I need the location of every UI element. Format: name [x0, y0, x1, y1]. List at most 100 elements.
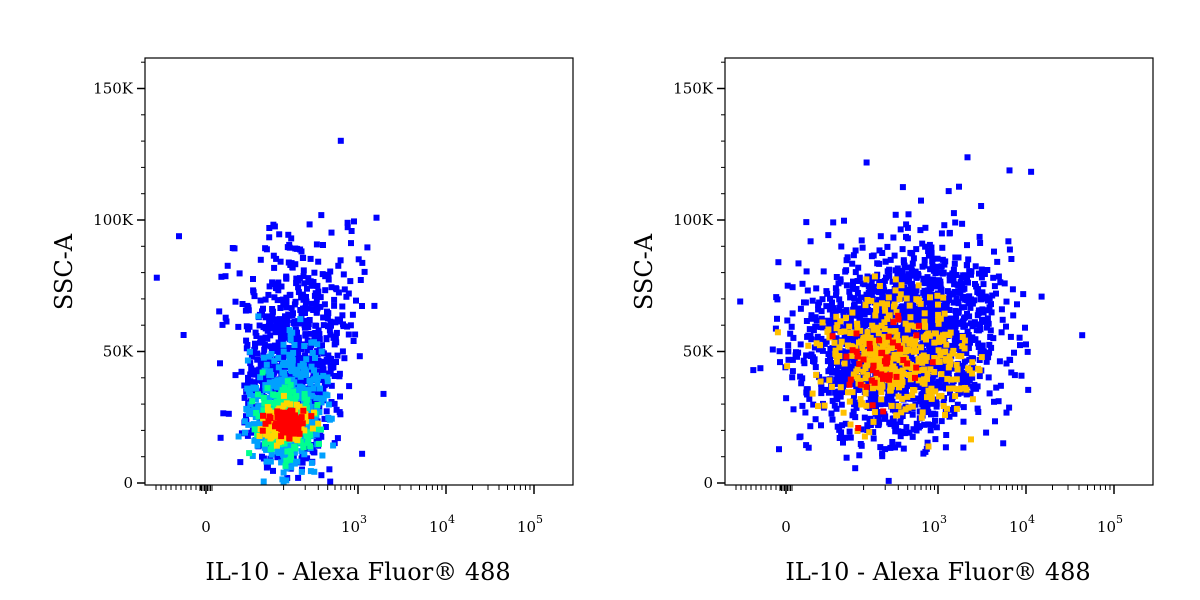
event-point [983, 358, 990, 365]
event-point [277, 334, 284, 341]
event-point [907, 395, 914, 402]
event-point [302, 299, 309, 306]
event-point [863, 276, 870, 283]
event-point [344, 224, 351, 231]
event-point [920, 405, 927, 412]
event-point [870, 435, 877, 442]
event-point [929, 258, 936, 265]
event-point [308, 363, 315, 370]
event-point [287, 291, 294, 298]
event-point [842, 268, 849, 275]
event-point [951, 410, 958, 417]
x-tick-exponent: 3 [940, 513, 947, 526]
event-point [932, 436, 939, 443]
event-point [877, 401, 884, 408]
event-point [932, 417, 938, 424]
event-point [299, 254, 306, 261]
event-point [295, 357, 302, 364]
event-point [935, 311, 942, 318]
event-point [835, 388, 842, 395]
event-point [259, 427, 266, 434]
event-point [866, 357, 873, 364]
event-point [280, 402, 287, 409]
event-point [262, 296, 269, 303]
event-point [841, 217, 847, 224]
event-point [868, 377, 875, 384]
event-point [847, 434, 854, 441]
event-point [817, 342, 823, 349]
event-point [252, 371, 259, 378]
event-point [920, 275, 927, 282]
event-point [910, 255, 917, 262]
event-point [270, 221, 277, 228]
event-point [251, 379, 258, 386]
event-point [270, 467, 276, 474]
event-point [986, 349, 993, 356]
event-point [882, 307, 889, 314]
event-point [909, 411, 916, 418]
event-point [976, 373, 983, 380]
event-point [824, 317, 831, 324]
event-point [917, 309, 924, 316]
event-point [879, 349, 886, 356]
event-point [832, 350, 839, 357]
event-point [887, 421, 894, 428]
event-point [978, 296, 985, 303]
event-point [909, 284, 916, 291]
event-point [834, 423, 841, 430]
event-point [978, 354, 985, 361]
event-point [870, 283, 877, 290]
event-point [938, 303, 945, 309]
event-point [307, 443, 314, 450]
event-point [933, 424, 940, 431]
event-point [985, 354, 992, 361]
x-tick-label: 103 [341, 513, 367, 536]
event-point [809, 297, 816, 304]
event-point [219, 321, 226, 328]
event-point [333, 406, 340, 413]
event-point [320, 314, 327, 321]
event-point [847, 421, 854, 428]
event-point [911, 344, 918, 351]
event-point [1023, 341, 1029, 348]
event-point [828, 383, 835, 390]
event-point [803, 318, 810, 324]
event-point [987, 334, 994, 340]
event-point [893, 309, 900, 316]
event-point [217, 360, 223, 367]
event-point [913, 364, 920, 371]
event-point [966, 293, 973, 300]
event-point [861, 433, 868, 440]
event-point [882, 400, 889, 407]
event-point [975, 340, 982, 347]
event-point [324, 315, 331, 322]
event-point [1038, 293, 1045, 300]
event-point [801, 360, 808, 367]
event-point [255, 391, 261, 398]
event-point [280, 409, 287, 416]
event-point [849, 412, 856, 419]
event-point [273, 387, 280, 394]
event-point [938, 230, 945, 237]
event-point [279, 426, 286, 432]
event-point [296, 320, 303, 327]
event-point [260, 455, 267, 462]
event-point [863, 383, 870, 390]
event-point [870, 385, 876, 392]
event-point [917, 227, 924, 234]
event-point [325, 323, 332, 330]
event-point [278, 283, 285, 290]
event-point [273, 255, 280, 262]
event-point [915, 296, 922, 303]
event-point [299, 291, 306, 298]
event-point [274, 414, 281, 421]
event-point [903, 348, 910, 355]
event-point [891, 351, 898, 358]
event-point [876, 409, 882, 415]
event-point [904, 326, 911, 333]
event-point [256, 322, 263, 329]
event-point [952, 254, 959, 261]
event-point [279, 369, 286, 376]
event-point [950, 347, 957, 354]
event-point [968, 436, 974, 443]
